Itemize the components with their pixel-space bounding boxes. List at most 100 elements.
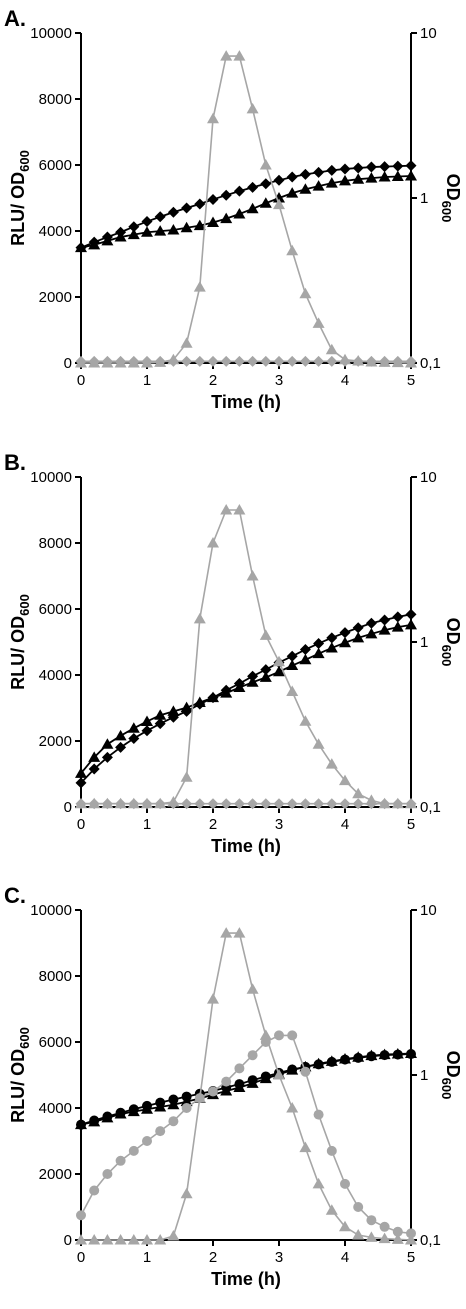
series-1-point	[391, 170, 404, 181]
right-tick-label: 0,1	[420, 355, 441, 372]
series-2-point	[180, 337, 193, 348]
series-1-point	[101, 738, 114, 749]
x-tick-label: 2	[209, 372, 217, 389]
series-1-point	[286, 1064, 299, 1075]
series-2-point	[339, 774, 351, 786]
series-3-point	[260, 1037, 271, 1047]
x-tick-label: 1	[143, 816, 151, 833]
series-3-point	[115, 355, 127, 367]
series-1-point	[220, 1084, 233, 1096]
series-1-point	[259, 197, 272, 208]
series-1-point	[141, 226, 153, 237]
series-1-point	[273, 665, 285, 677]
series-1-point	[405, 169, 417, 181]
series-0-point	[286, 650, 298, 662]
series-3-point	[287, 1030, 298, 1041]
left-axis-title: RLU/ OD600	[8, 150, 32, 246]
series-3-point	[247, 1050, 258, 1061]
panel-label: A.	[4, 6, 26, 31]
left-tick-label: 8000	[39, 91, 72, 108]
series-3-point	[128, 798, 140, 810]
series-2-point	[259, 629, 272, 640]
series-3-point	[141, 355, 153, 367]
series-2-point	[286, 685, 299, 696]
series-3-point	[115, 798, 127, 810]
right-axis-title: OD600	[439, 618, 463, 667]
series-1-point	[180, 221, 193, 233]
series-1-point	[352, 173, 365, 184]
series-1-point	[312, 180, 325, 191]
series-3-point	[75, 355, 87, 367]
series-3-point	[167, 355, 179, 367]
series-0-point	[141, 725, 153, 737]
series-3-point	[233, 798, 245, 810]
series-1-point	[352, 1051, 365, 1062]
right-tick-label: 1	[420, 190, 428, 207]
series-3-point	[392, 1226, 403, 1237]
series-1-point	[339, 1053, 351, 1064]
left-axis-title-sub: 600	[17, 150, 32, 172]
series-2-point	[391, 1233, 404, 1244]
series-3-point	[101, 355, 113, 367]
left-axis-title: RLU/ OD600	[8, 1027, 32, 1123]
series-3-point	[154, 798, 166, 810]
series-3-point	[273, 355, 285, 367]
series-2-point	[286, 244, 299, 256]
x-tick-label: 3	[275, 1249, 283, 1266]
series-1-point	[88, 238, 101, 250]
series-1-point	[378, 624, 391, 635]
series-0-point	[352, 162, 364, 174]
series-1-point	[127, 1105, 140, 1117]
series-3-point	[102, 1169, 113, 1179]
series-1-point	[378, 171, 391, 182]
series-3-point	[194, 1093, 205, 1104]
series-3-point	[392, 798, 404, 810]
series-2-point	[220, 927, 233, 938]
x-tick-label: 4	[341, 1249, 349, 1266]
series-2-point	[339, 1220, 351, 1232]
series-2-line	[81, 509, 411, 805]
series-2	[75, 927, 417, 1245]
series-3-point	[142, 1136, 152, 1146]
series-1-point	[365, 172, 378, 183]
series-1-point	[114, 231, 127, 242]
x-tick-label: 0	[77, 816, 85, 833]
series-3-point	[340, 1178, 350, 1189]
series-3-point	[234, 1063, 245, 1074]
series-1-point	[325, 641, 338, 653]
right-axis-title-sub: 600	[439, 1078, 454, 1100]
x-tick-label: 1	[143, 1249, 151, 1266]
series-0-point	[326, 164, 338, 176]
series-3-point	[379, 1221, 390, 1232]
series-3-point	[405, 355, 417, 367]
series-3-point	[167, 798, 179, 810]
series-2-point	[325, 343, 338, 355]
right-axis-title: OD600	[439, 174, 463, 223]
series-3-point	[299, 355, 311, 367]
left-tick-label: 6000	[39, 157, 72, 174]
series-1-point	[259, 1072, 272, 1084]
series-2-point	[312, 317, 325, 328]
series-3-point	[75, 798, 87, 810]
series-2-point	[312, 1177, 325, 1189]
series-3-point	[76, 1210, 86, 1221]
right-axis-title-main: OD	[443, 174, 463, 201]
series-1-point	[312, 647, 325, 659]
series-0-point	[313, 637, 325, 649]
series-2-point	[365, 1231, 378, 1242]
series-2-line	[81, 932, 412, 1241]
series-0-point	[75, 777, 87, 789]
panel-b: B. 0 2000 4000 6000 8000 10000 0 1 2 3 4 5 0,1 1 10 Time…	[4, 450, 463, 856]
panel-a: A. 0 2000 4000 6000 8000 10000 0 1 2 3 4 5 0,1 1 10 Time…	[4, 6, 463, 412]
right-axis-title-main: OD	[443, 618, 463, 645]
series-3-point	[313, 798, 325, 810]
series-0-point	[352, 622, 364, 634]
series-3-point	[352, 355, 364, 367]
series-1-point	[312, 1057, 325, 1069]
series-1-point	[365, 627, 378, 639]
series-1-point	[75, 767, 87, 778]
right-axis-title-sub: 600	[439, 201, 454, 223]
x-tick-label: 2	[209, 816, 217, 833]
series-3-point	[221, 1076, 232, 1087]
series-2-point	[246, 983, 259, 994]
